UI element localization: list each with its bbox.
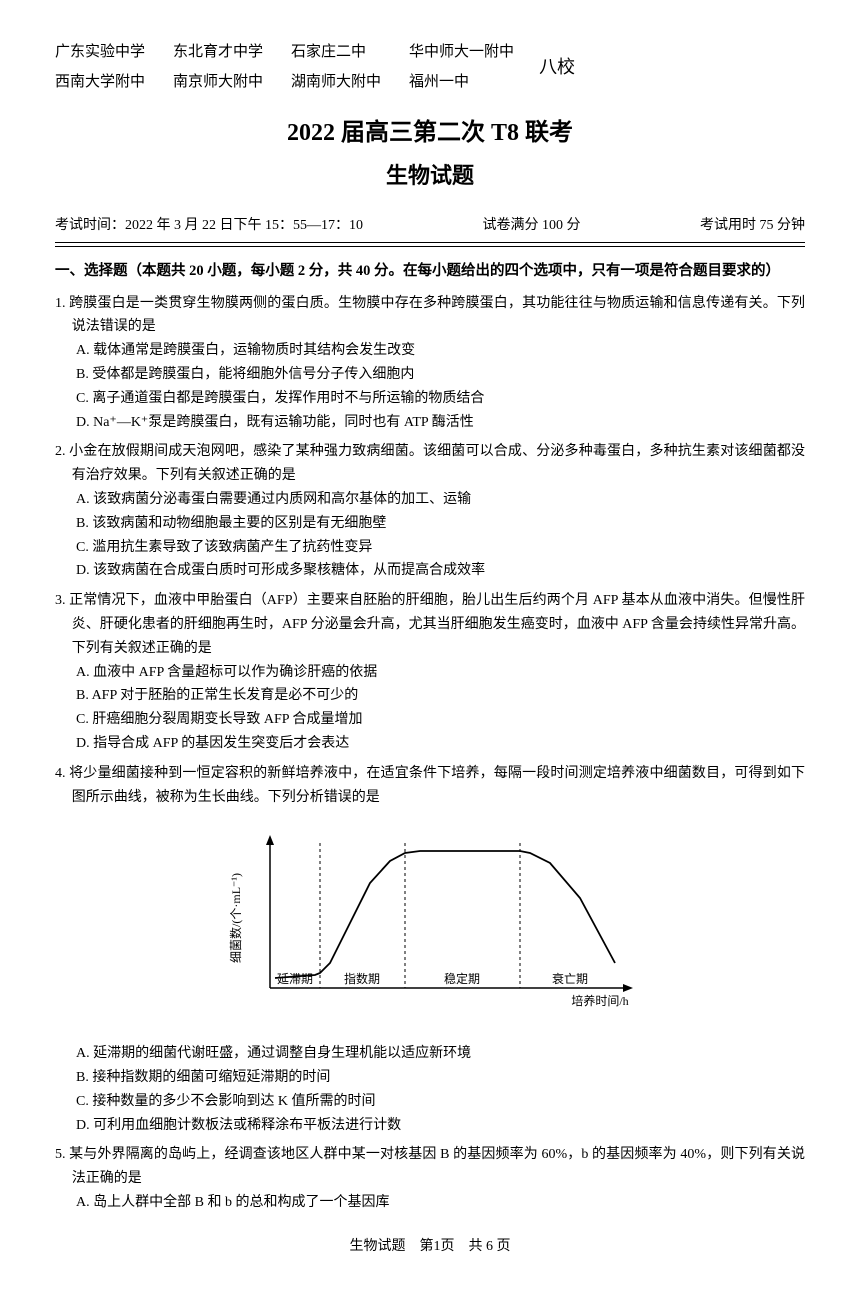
schools-label: 八校: [539, 52, 575, 83]
phase-label: 稳定期: [444, 971, 480, 986]
question-5: 5. 某与外界隔离的岛屿上，经调查该地区人群中某一对核基因 B 的基因频率为 6…: [55, 1143, 805, 1214]
school-name: 福州一中: [409, 70, 514, 96]
x-axis-label: 培养时间/h: [571, 993, 628, 1008]
option-a: A. 载体通常是跨膜蛋白，运输物质时其结构会发生改变: [76, 339, 805, 363]
phase-label: 指数期: [344, 971, 380, 986]
option-c: C. 接种数量的多少不会影响到达 K 值所需的时间: [76, 1090, 805, 1114]
school-name: 石家庄二中: [291, 40, 381, 66]
question-stem: 3. 正常情况下，血液中甲胎蛋白（AFP）主要来自胚胎的肝细胞，胎儿出生后约两个…: [72, 589, 805, 660]
school-name: 南京师大附中: [173, 70, 263, 96]
question-3: 3. 正常情况下，血液中甲胎蛋白（AFP）主要来自胚胎的肝细胞，胎儿出生后约两个…: [55, 589, 805, 756]
y-axis-label: 细菌数/(个·mL⁻¹): [228, 873, 243, 963]
question-stem: 5. 某与外界隔离的岛屿上，经调查该地区人群中某一对核基因 B 的基因频率为 6…: [72, 1143, 805, 1191]
option-c: C. 离子通道蛋白都是跨膜蛋白，发挥作用时不与所运输的物质结合: [76, 387, 805, 411]
question-1: 1. 跨膜蛋白是一类贯穿生物膜两侧的蛋白质。生物膜中存在多种跨膜蛋白，其功能往往…: [55, 292, 805, 435]
question-4: 4. 将少量细菌接种到一恒定容积的新鲜培养液中，在适宜条件下培养，每隔一段时间测…: [55, 762, 805, 1138]
option-b: B. AFP 对于胚胎的正常生长发育是必不可少的: [76, 684, 805, 708]
phase-label: 衰亡期: [552, 971, 588, 986]
option-a: A. 血液中 AFP 含量超标可以作为确诊肝癌的依据: [76, 661, 805, 685]
question-stem: 1. 跨膜蛋白是一类贯穿生物膜两侧的蛋白质。生物膜中存在多种跨膜蛋白，其功能往往…: [72, 292, 805, 340]
exam-info: 考试时间：2022 年 3 月 22 日下午 15：55—17：10 试卷满分 …: [55, 214, 805, 243]
section-header: 一、选择题（本题共 20 小题，每小题 2 分，共 40 分。在每小题给出的四个…: [77, 259, 805, 284]
option-c: C. 肝癌细胞分裂周期变长导致 AFP 合成量增加: [76, 708, 805, 732]
option-a: A. 岛上人群中全部 B 和 b 的总和构成了一个基因库: [76, 1191, 805, 1215]
option-d: D. 指导合成 AFP 的基因发生突变后才会表达: [76, 732, 805, 756]
schools-grid: 广东实验中学 东北育才中学 石家庄二中 华中师大一附中 西南大学附中 南京师大附…: [55, 40, 514, 95]
exam-time: 考试时间：2022 年 3 月 22 日下午 15：55—17：10: [55, 214, 363, 238]
sub-title: 生物试题: [55, 157, 805, 194]
phase-label: 延滞期: [277, 972, 313, 986]
option-a: A. 延滞期的细菌代谢旺盛，通过调整自身生理机能以适应新环境: [76, 1042, 805, 1066]
question-2: 2. 小金在放假期间成天泡网吧，感染了某种强力致病细菌。该细菌可以合成、分泌多种…: [55, 440, 805, 583]
option-b: B. 该致病菌和动物细胞最主要的区别是有无细胞壁: [76, 512, 805, 536]
school-name: 华中师大一附中: [409, 40, 514, 66]
option-b: B. 受体都是跨膜蛋白，能将细胞外信号分子传入细胞内: [76, 363, 805, 387]
duration: 考试用时 75 分钟: [700, 214, 805, 238]
schools-header: 广东实验中学 东北育才中学 石家庄二中 华中师大一附中 西南大学附中 南京师大附…: [55, 40, 805, 95]
page-footer: 生物试题 第1页 共 6 页: [55, 1235, 805, 1259]
school-name: 湖南师大附中: [291, 70, 381, 96]
option-c: C. 滥用抗生素导致了该致病菌产生了抗药性变异: [76, 536, 805, 560]
school-name: 广东实验中学: [55, 40, 145, 66]
full-score: 试卷满分 100 分: [483, 214, 581, 238]
main-title: 2022 届高三第二次 T8 联考: [55, 113, 805, 154]
option-a: A. 该致病菌分泌毒蛋白需要通过内质网和高尔基体的加工、运输: [76, 488, 805, 512]
divider: [55, 246, 805, 247]
option-d: D. 该致病菌在合成蛋白质时可形成多聚核糖体，从而提高合成效率: [76, 559, 805, 583]
option-d: D. 可利用血细胞计数板法或稀释涂布平板法进行计数: [76, 1114, 805, 1138]
chart-svg: 细菌数/(个·mL⁻¹) 培养时间/h 延滞期 指数期 稳定期 衰亡期: [220, 823, 640, 1023]
question-stem: 4. 将少量细菌接种到一恒定容积的新鲜培养液中，在适宜条件下培养，每隔一段时间测…: [72, 762, 805, 810]
school-name: 东北育才中学: [173, 40, 263, 66]
option-b: B. 接种指数期的细菌可缩短延滞期的时间: [76, 1066, 805, 1090]
growth-curve-line: [275, 851, 615, 978]
option-d: D. Na⁺—K⁺泵是跨膜蛋白，既有运输功能，同时也有 ATP 酶活性: [76, 411, 805, 435]
question-stem: 2. 小金在放假期间成天泡网吧，感染了某种强力致病细菌。该细菌可以合成、分泌多种…: [72, 440, 805, 488]
growth-curve-chart: 细菌数/(个·mL⁻¹) 培养时间/h 延滞期 指数期 稳定期 衰亡期: [55, 823, 805, 1032]
school-name: 西南大学附中: [55, 70, 145, 96]
